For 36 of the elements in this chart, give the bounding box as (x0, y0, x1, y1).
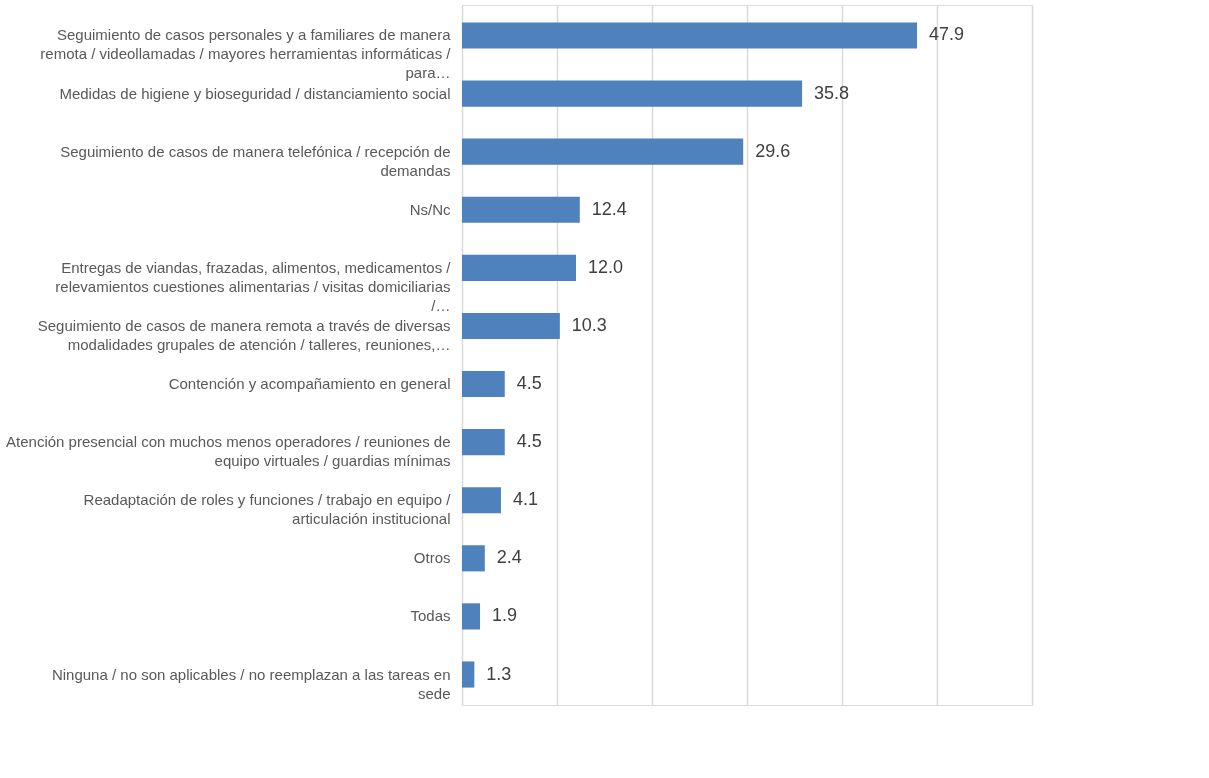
y-tick-label: Seguimiento de casos de manera remota a través de diversas modalidades grupales de atención / talleres, reuniones,… (37, 316, 451, 353)
bar (462, 254, 576, 281)
y-tick-label: Entregas de viandas, frazadas, alimentos, medicamentos / relevamientos cuestiones alimentarias / visitas domiciliarias /… (55, 258, 452, 314)
y-tick-label: Readaptación de roles y funciones / trabajo en equipo / articulación institucional (83, 491, 452, 528)
data-label: 29.6 (755, 140, 791, 161)
bar (462, 487, 501, 514)
bar (462, 661, 475, 688)
bar (462, 138, 744, 165)
y-tick-label: Seguimiento de casos de manera telefónica / recepción de demandas (60, 142, 451, 179)
y-tick-label: Otros (413, 549, 451, 567)
data-label: 4.5 (516, 373, 542, 394)
data-label: 47.9 (929, 24, 965, 45)
data-label: 35.8 (814, 82, 850, 103)
data-label: 4.1 (512, 489, 538, 510)
data-label: 4.5 (516, 431, 542, 452)
data-label: 12.0 (588, 256, 624, 277)
bar (462, 545, 485, 572)
bar (462, 196, 580, 223)
data-label: 1.3 (486, 663, 512, 684)
y-tick-label: Medidas de higiene y bioseguridad / distanciamiento social (59, 84, 451, 102)
data-label: 12.4 (591, 198, 627, 219)
bar (462, 22, 918, 49)
data-label: 2.4 (496, 547, 522, 568)
y-tick-label: Todas (410, 607, 451, 625)
bar (462, 603, 481, 630)
y-tick-label: Atención presencial con muchos menos operadores / reuniones de equipo virtuales / guardias mínimas (6, 433, 451, 470)
y-tick-label: Contención y acompañamiento en general (168, 375, 451, 393)
y-tick-label: Ns/Nc (409, 200, 451, 218)
bar (462, 370, 505, 398)
bar (462, 80, 803, 107)
y-tick-label: Seguimiento de casos personales y a familiares de manera remota / videollamadas / mayores herramientas informáticas / para… (40, 26, 452, 82)
bar (462, 312, 560, 340)
data-label: 1.9 (492, 605, 518, 626)
bar (462, 429, 505, 456)
y-tick-label: Ninguna / no son aplicables / no reemplazan a las tareas en sede (51, 665, 451, 702)
data-label: 10.3 (571, 314, 607, 335)
